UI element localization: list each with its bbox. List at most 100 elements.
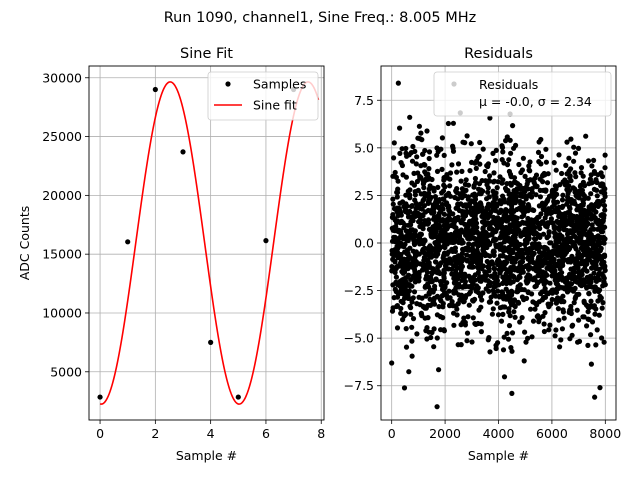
residual-point [399,269,405,275]
sample-point [180,149,186,155]
residual-point [501,296,507,302]
residual-point [406,295,412,301]
residual-point [436,213,442,219]
residual-point [466,273,472,279]
residual-point [592,261,598,267]
residual-point [526,163,532,169]
residual-point [515,284,521,290]
residual-point [414,301,420,307]
residual-point [456,273,462,279]
residual-point [592,394,598,400]
residual-point [437,262,443,269]
residual-point [464,133,470,139]
residual-point [449,266,455,272]
residual-point [579,252,585,259]
residual-point [569,323,575,329]
residual-point [543,272,549,279]
residual-point [403,192,409,198]
residual-point [400,220,406,226]
residual-point [571,300,577,306]
residual-point [450,145,456,151]
residual-point [569,332,575,338]
residual-point [471,183,477,189]
residual-point [600,300,606,306]
residual-point [390,201,396,207]
residual-point [520,200,526,206]
residual-point [527,159,533,165]
residual-point [427,243,433,249]
residual-point [552,191,558,197]
residual-point [398,160,404,166]
residual-point [447,208,453,215]
residual-point [476,153,482,159]
residual-point [455,201,461,207]
residual-point [515,266,521,272]
residual-point [479,204,485,210]
residual-point [419,137,425,143]
residual-point [400,172,406,178]
residual-point [430,204,436,210]
x-tick-label: 4000 [483,426,515,441]
residual-point [505,336,512,342]
residual-point [470,315,476,321]
residual-point [401,264,407,270]
residual-point [517,254,524,260]
residual-point [578,170,584,176]
residual-point [500,311,506,317]
residual-point [407,303,413,309]
residual-point [585,316,591,322]
residual-point [568,230,575,236]
residual-point [456,284,462,290]
residual-point [463,177,469,183]
residual-point [411,241,418,248]
residual-point [487,253,493,259]
residual-point [493,147,499,153]
residual-point [440,315,446,321]
residual-point [395,206,401,212]
residual-point [558,337,564,343]
residual-point [494,278,500,284]
residual-point [500,177,506,183]
x-tick-label: 6000 [536,426,568,441]
residual-point [599,335,605,341]
residual-point [399,290,405,297]
residual-point [520,193,526,199]
residual-point [436,236,442,242]
residual-point [415,273,421,279]
residual-point [486,194,492,200]
y-tick-label: 7.5 [354,93,374,108]
residual-point [595,226,601,232]
residual-point [533,218,539,224]
residual-point [389,248,395,254]
residual-point [580,314,586,320]
residual-point [566,204,573,210]
residual-point [544,246,550,252]
residual-point [517,241,523,248]
residual-point [397,211,403,217]
residual-point [429,278,435,285]
residual-point [405,250,411,256]
y-tick-label: 2.5 [354,188,374,203]
residual-point [410,316,417,322]
residual-point [490,200,496,206]
residual-point [551,160,557,166]
residual-point [508,150,514,156]
residual-point [401,295,408,301]
residual-point [520,155,527,161]
residual-point [455,301,461,307]
x-axis-label: Sample # [468,448,529,463]
residual-point [548,216,555,222]
residual-point [535,313,541,319]
residual-point [477,139,483,146]
residual-point [441,328,447,334]
residual-point [409,234,415,240]
residual-point [490,238,497,244]
residual-point [549,273,555,279]
residual-point [585,221,591,227]
residual-point [533,192,539,198]
residual-point [474,261,481,267]
residual-point [566,168,572,174]
residual-point [567,281,573,287]
residual-point [403,344,410,350]
residual-point [485,337,491,343]
